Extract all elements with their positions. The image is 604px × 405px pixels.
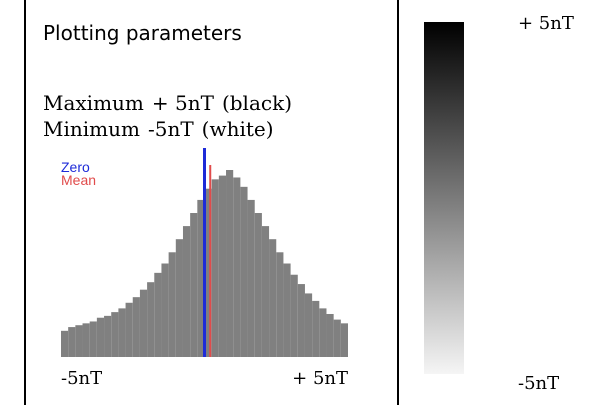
histogram-bar [211, 179, 219, 357]
histogram-bar [125, 302, 133, 357]
histogram-bar [182, 226, 191, 357]
histogram-bar [254, 213, 262, 357]
histogram-bar [247, 199, 255, 357]
histogram-bar [326, 313, 334, 357]
colorbar [424, 22, 464, 374]
panel-border-left [24, 0, 26, 405]
histogram-bar [340, 323, 348, 357]
histogram-bar [226, 170, 234, 357]
histogram-bar [261, 226, 270, 357]
histogram-bar [96, 317, 105, 357]
histogram-bar [118, 308, 126, 357]
colorbar-top-label: + 5nT [518, 13, 574, 34]
histogram-bar [111, 312, 119, 357]
histogram-bar [333, 319, 341, 357]
histogram-bar [297, 284, 305, 357]
minimum-label: Minimum [43, 117, 140, 141]
histogram-bar [283, 263, 291, 357]
histogram-bar [82, 323, 90, 357]
colorbar-bottom-label: -5nT [518, 373, 560, 394]
histogram-bar [269, 239, 277, 357]
histogram-bar [104, 315, 112, 357]
histogram-bar [276, 252, 284, 357]
histogram-bar [218, 175, 227, 357]
histogram-bar [304, 293, 313, 357]
histogram-bar [68, 327, 76, 357]
minimum-parameter: Minimum -5nT (white) [43, 118, 274, 140]
panel-border-right [397, 0, 399, 405]
histogram-bars [61, 170, 348, 357]
histogram-bar [240, 186, 248, 357]
minimum-note: (white) [201, 117, 274, 141]
legend-zero-label: Zero [61, 159, 90, 175]
histogram-bar [290, 274, 298, 357]
histogram-bar [190, 213, 198, 357]
histogram-bar [139, 289, 148, 357]
maximum-parameter: Maximum + 5nT (black) [43, 92, 292, 114]
x-tick-max: + 5nT [292, 368, 348, 389]
histogram-bar [175, 239, 183, 357]
panel-title: Plotting parameters [43, 21, 242, 45]
histogram-bar [132, 297, 140, 357]
x-tick-min: -5nT [61, 368, 102, 389]
minimum-value: -5nT [147, 117, 194, 141]
histogram-bar [161, 263, 169, 357]
mean-line [209, 165, 212, 357]
histogram-bar [147, 282, 155, 357]
zero-line [203, 148, 206, 357]
histogram-bar [197, 199, 205, 357]
histogram-bar [154, 272, 162, 357]
histogram-bar [319, 308, 327, 357]
maximum-label: Maximum [43, 91, 144, 115]
histogram-bar [233, 177, 241, 357]
legend-mean-label: Mean [61, 172, 96, 188]
histogram-bar [75, 325, 83, 357]
histogram-bar [204, 188, 212, 357]
histogram-bar [312, 300, 320, 357]
histogram-bar [168, 252, 176, 357]
maximum-note: (black) [221, 91, 293, 115]
histogram-bar [89, 321, 97, 357]
histogram-bar [61, 330, 69, 357]
maximum-value: + 5nT [151, 91, 214, 115]
